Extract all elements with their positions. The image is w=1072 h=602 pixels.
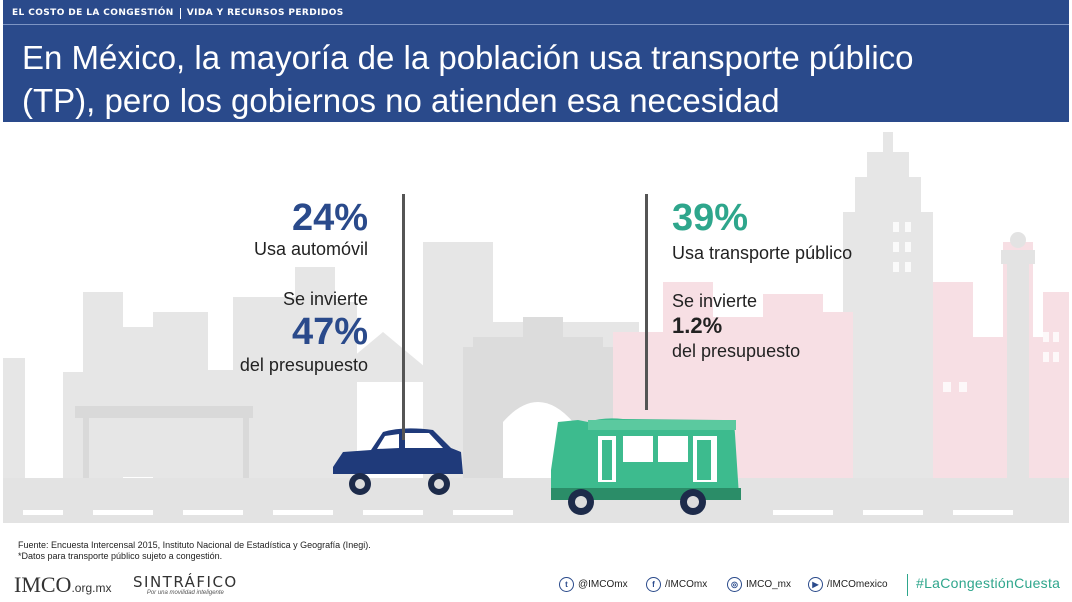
- social-youtube[interactable]: ▶ /IMCOmexico: [808, 577, 888, 592]
- breadcrumb-divider: [179, 7, 181, 19]
- note-text: *Datos para transporte público sujeto a …: [18, 551, 223, 561]
- imco-logo-text: IMCO: [14, 572, 72, 597]
- title-line-1: En México, la mayoría de la población us…: [22, 39, 914, 76]
- car-invest-percent: 47%: [291, 311, 368, 353]
- bus-illustration: [551, 418, 741, 515]
- header-rule: [3, 24, 1069, 25]
- social-twitter[interactable]: t @IMCOmx: [559, 577, 628, 592]
- twitter-handle: @IMCOmx: [578, 579, 628, 590]
- facebook-handle: /IMCOmx: [665, 579, 708, 590]
- transit-stats: 39% Usa transporte público Se invierte 1…: [672, 198, 852, 362]
- imco-logo[interactable]: IMCO.org.mx: [14, 572, 111, 598]
- instagram-handle: IMCO_mx: [746, 579, 791, 590]
- campaign-hashtag[interactable]: #LaCongestiónCuesta: [916, 575, 1061, 591]
- sintrafico-logo[interactable]: SINTRÁFICO Por una movilidad inteligente: [133, 573, 238, 596]
- car-divider-line: [402, 194, 405, 440]
- car-usage-percent: 24%: [291, 197, 368, 239]
- car-usage-label: Usa automóvil: [253, 239, 368, 259]
- road: [3, 478, 1069, 523]
- road-markings: [23, 510, 1013, 515]
- subsection-label: VIDA Y RECURSOS PERDIDOS: [186, 8, 344, 18]
- source-notes: Fuente: Encuesta Intercensal 2015, Insti…: [18, 540, 371, 562]
- transit-invest-label: del presupuesto: [672, 341, 801, 361]
- instagram-icon: ◎: [727, 577, 742, 592]
- car-illustration: [333, 428, 463, 495]
- bus-divider-line: [645, 194, 648, 410]
- facebook-icon: f: [646, 577, 661, 592]
- social-instagram[interactable]: ◎ IMCO_mx: [727, 577, 791, 592]
- twitter-icon: t: [559, 577, 574, 592]
- car-invest-label: del presupuesto: [239, 355, 368, 375]
- header-banner: [3, 0, 1069, 122]
- social-facebook[interactable]: f /IMCOmx: [646, 577, 707, 592]
- transit-usage-percent: 39%: [672, 197, 749, 239]
- monument-column: [1001, 232, 1035, 478]
- transit-usage-label: Usa transporte público: [672, 243, 853, 263]
- youtube-handle: /IMCOmexico: [827, 579, 888, 590]
- city-scene-illustration: [3, 122, 1069, 537]
- car-stats: 24% Usa automóvil Se invierte 47% del pr…: [240, 198, 368, 376]
- sintrafico-name: SINTRÁFICO: [133, 573, 238, 591]
- car-invest-intro: Se invierte: [282, 289, 368, 309]
- sintrafico-tagline: Por una movilidad inteligente: [146, 590, 224, 596]
- breadcrumb: EL COSTO DE LA CONGESTIÓN VIDA Y RECURSO…: [12, 5, 344, 21]
- transit-invest-percent: 1.2%: [672, 313, 723, 338]
- bus-shelter: [75, 406, 253, 478]
- hashtag-divider: [907, 574, 908, 596]
- section-label: EL COSTO DE LA CONGESTIÓN: [12, 8, 174, 18]
- youtube-icon: ▶: [808, 577, 823, 592]
- title-line-2: (TP), pero los gobiernos no atienden esa…: [22, 82, 780, 119]
- transit-invest-intro: Se invierte: [672, 291, 758, 311]
- page-title: En México, la mayoría de la población us…: [22, 36, 1052, 122]
- imco-domain: .org.mx: [71, 581, 112, 595]
- source-text: Fuente: Encuesta Intercensal 2015, Insti…: [18, 540, 371, 550]
- footer-bar: IMCO.org.mx SINTRÁFICO Por una movilidad…: [0, 568, 1072, 602]
